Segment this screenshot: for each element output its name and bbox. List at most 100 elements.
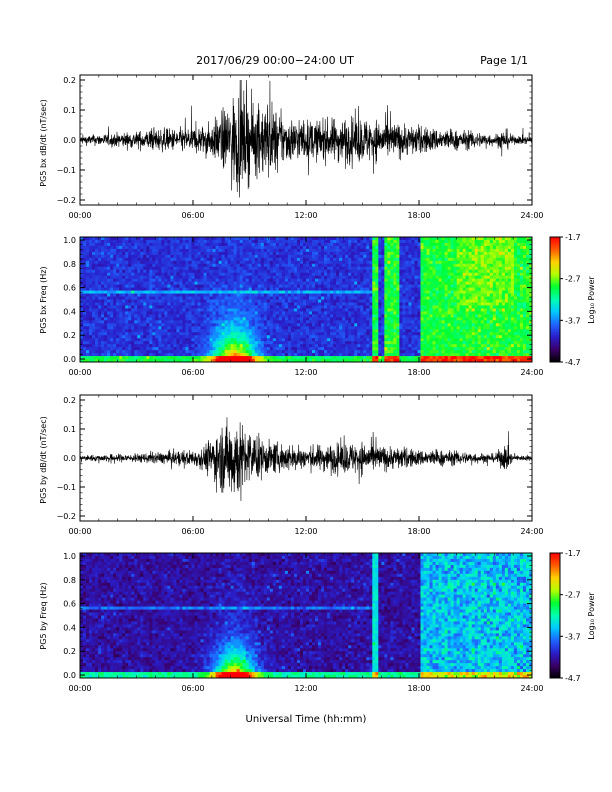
spectrogram-cell [140, 296, 144, 300]
spectrogram-cell [104, 284, 108, 288]
spectrogram-cell [140, 311, 144, 315]
spectrogram-cell [414, 263, 418, 268]
spectrogram-cell [212, 242, 216, 247]
spectrogram-cell [290, 341, 295, 345]
spectrogram-cell [212, 338, 216, 342]
spectrogram-cell [212, 296, 216, 300]
spectrogram-cell [200, 350, 204, 354]
spectrogram-cell [354, 308, 358, 312]
spectrogram-cell [417, 290, 421, 294]
spectrogram-cell [146, 275, 150, 280]
spectrogram-cell [299, 329, 304, 333]
spectrogram-cell [122, 239, 126, 244]
spectrogram-cell [194, 266, 198, 271]
spectrogram-cell [381, 326, 385, 330]
spectrogram-cell [402, 341, 406, 345]
spectrogram-cell [131, 308, 135, 312]
spectrogram-cell [98, 260, 102, 265]
spectrogram-cell [137, 263, 141, 268]
spectrogram-cell [375, 293, 379, 297]
spectrogram-cell [197, 248, 201, 253]
spectrogram-cell [351, 257, 355, 262]
spectrogram-cell [239, 311, 244, 315]
spectrogram-cell [176, 311, 180, 315]
spectrogram-cell [224, 356, 229, 360]
spectrogram-cell [230, 257, 235, 262]
spectrogram-cell [116, 266, 120, 271]
spectrogram-cell [336, 296, 340, 300]
spectrogram-cell [236, 353, 241, 357]
spectrogram-cell [408, 329, 412, 333]
spectrogram-cell [393, 296, 397, 300]
spectrogram-cell [155, 272, 159, 277]
spectrogram-cell [101, 260, 105, 265]
spectrogram-cell [408, 320, 412, 324]
spectrogram-cell [309, 302, 313, 306]
spectrogram-cell [321, 305, 325, 309]
spectrogram-cell [299, 305, 304, 309]
spectrogram-cell [185, 353, 189, 357]
spectrogram-cell [357, 326, 361, 330]
spectrogram-cell [375, 353, 379, 357]
spectrogram-cell [104, 350, 108, 354]
spectrogram-cell [363, 308, 367, 312]
spectrogram-cell [366, 299, 370, 303]
spectrogram-cell [426, 269, 430, 274]
spectrogram-cell [203, 242, 207, 247]
spectrogram-cell [107, 281, 111, 286]
spectrogram-cell [333, 251, 337, 256]
spectrogram-cell [284, 281, 289, 286]
spectrogram-cell [236, 239, 241, 244]
spectrogram-cell [390, 308, 394, 312]
spectrogram-cell [158, 314, 162, 318]
spectrogram-cell [417, 317, 421, 321]
spectrogram-cell [188, 275, 192, 280]
spectrogram-cell [131, 284, 135, 288]
spectrogram-cell [284, 296, 289, 300]
spectrogram-cell [336, 344, 340, 348]
spectrogram-cell [200, 284, 204, 288]
spectrogram-cell [278, 284, 283, 288]
spectrogram-cell [336, 281, 340, 286]
spectrogram-cell [357, 299, 361, 303]
spectrogram-cell [251, 341, 256, 345]
spectrogram-cell [233, 248, 238, 253]
spectrogram-cell [89, 269, 93, 274]
spectrogram-cell [113, 242, 117, 247]
spectrogram-cell [257, 287, 262, 291]
spectrogram-cell [149, 237, 153, 241]
spectrogram-cell [378, 266, 382, 271]
spectrogram-cell [312, 308, 316, 312]
spectrogram-cell [306, 332, 310, 336]
spectrogram-cell [119, 299, 123, 303]
spectrogram-cell [414, 350, 418, 354]
spectrogram-cell [272, 305, 277, 309]
spectrogram-cell [266, 314, 271, 318]
spectrogram-cell [110, 293, 114, 297]
spectrogram-cell [266, 275, 271, 280]
spectrogram-cell [113, 248, 117, 253]
spectrogram-cell [191, 320, 195, 324]
spectrogram-cell [384, 269, 388, 274]
spectrogram-cell [381, 281, 385, 286]
spectrogram-cell [318, 353, 322, 357]
spectrogram-cell [176, 344, 180, 348]
spectrogram-cell [152, 341, 156, 345]
spectrogram-cell [239, 353, 244, 357]
spectrogram-cell [233, 290, 238, 294]
spectrogram-cell [155, 239, 159, 244]
spectrogram-cell [396, 311, 400, 315]
spectrogram-cell [257, 260, 262, 265]
spectrogram-cell [399, 260, 403, 265]
spectrogram-cell [98, 278, 102, 283]
spectrogram-cell [149, 323, 153, 327]
spectrogram-cell [251, 248, 256, 253]
spectrogram-cell [375, 329, 379, 333]
spectrogram-cell [254, 317, 259, 321]
spectrogram-cell [161, 305, 165, 309]
spectrogram-cell [248, 269, 253, 274]
spectrogram-cell [318, 302, 322, 306]
spectrogram-cell [140, 272, 144, 277]
spectrogram-cell [402, 281, 406, 286]
spectrogram-cell [209, 248, 213, 253]
